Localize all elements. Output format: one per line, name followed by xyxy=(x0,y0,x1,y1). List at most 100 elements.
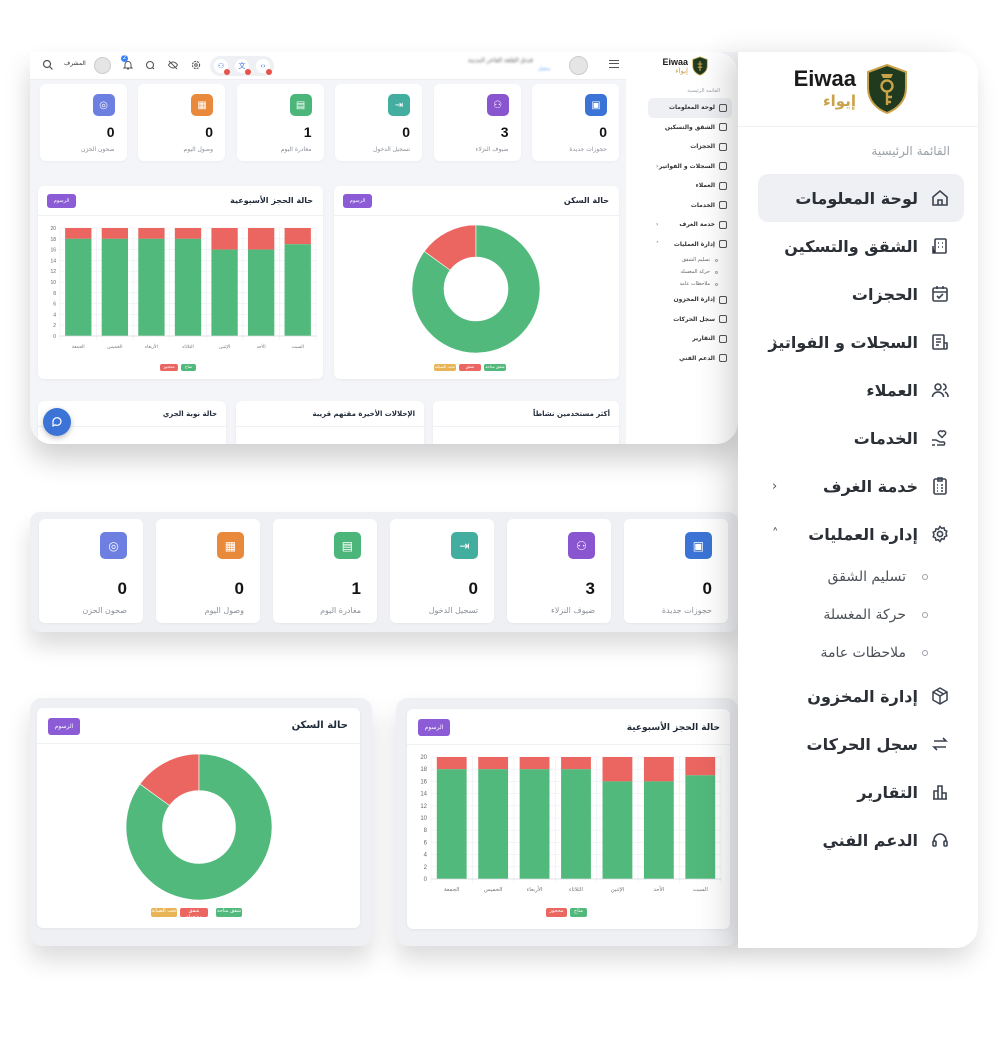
sidebar-item[interactable]: العملاء xyxy=(648,176,732,196)
sidebar-item[interactable]: السجلات و الفواتير ‹ xyxy=(648,157,732,177)
sidebar-item[interactable]: الدعم الفني xyxy=(648,349,732,369)
sidebar-subitem-label: حركة المغسلة xyxy=(680,269,710,275)
user-avatar[interactable] xyxy=(94,57,111,74)
sidebar-item-label: الدعم الفني xyxy=(822,830,918,850)
sidebar-subitem[interactable]: حركة المغسلة xyxy=(758,596,964,634)
sidebar-item[interactable]: الخدمات xyxy=(758,414,964,462)
sidebar-item[interactable]: الدعم الفني xyxy=(758,816,964,864)
code-icon[interactable]: ‹› xyxy=(256,59,272,75)
charts-button[interactable]: الرسوم xyxy=(48,718,80,735)
svg-text:8: 8 xyxy=(53,291,56,297)
headset-icon xyxy=(719,354,727,363)
chevron-icon[interactable]: ˄ xyxy=(656,240,659,248)
user-badge-icon[interactable]: ⚇ xyxy=(214,59,230,75)
sidebar-subitem[interactable]: ملاحظات عامة xyxy=(648,278,732,290)
chevron-left-icon[interactable]: ‹ xyxy=(772,334,778,350)
bell-icon[interactable] xyxy=(122,59,134,71)
eye-off-icon[interactable] xyxy=(167,59,179,71)
stat-value: 3 xyxy=(585,579,595,598)
sidebar-subitem[interactable]: تسليم الشقق xyxy=(758,558,964,596)
svg-text:الجمعة: الجمعة xyxy=(72,345,85,350)
stat-card: ▣ 0 حجوزات جديدة xyxy=(532,84,619,161)
sidebar-item[interactable]: إدارة العمليات ˄ xyxy=(648,235,732,255)
sidebar-subitem[interactable]: حركة المغسلة xyxy=(648,266,732,278)
svg-text:4: 4 xyxy=(53,312,56,318)
svg-text:20: 20 xyxy=(50,226,56,232)
sidebar-item-label: إدارة العمليات xyxy=(673,240,715,248)
stat-card: ▦ 0 وصول اليوم xyxy=(138,84,225,161)
refresh-icon[interactable] xyxy=(144,59,156,71)
sidebar-item[interactable]: الحجزات xyxy=(758,270,964,318)
sidebar-item[interactable]: إدارة المخزون xyxy=(648,290,732,310)
stats-strip: ▣ 0 حجوزات جديدة ⚇ 3 ضيوف النزلاء ⇥ 0 تسجيل الدخ… xyxy=(30,512,738,632)
svg-text:16: 16 xyxy=(50,248,56,254)
occupancy-card: حالة السكن الرسوم تحت الصيانة شقق مشغولة… xyxy=(334,186,619,379)
sidebar-item[interactable]: السجلات و الفواتير ‹ xyxy=(758,318,964,366)
menu-icon[interactable] xyxy=(609,60,619,68)
sidebar-item[interactable]: سجل الحركات xyxy=(758,720,964,768)
sidebar-subitem[interactable]: ملاحظات عامة xyxy=(758,634,964,672)
stat-label: ضيوف النزلاء xyxy=(475,146,509,153)
arrows-exchange-icon xyxy=(719,315,727,324)
sidebar-item-label: لوحة المعلومات xyxy=(669,104,715,112)
svg-text:14: 14 xyxy=(50,258,56,264)
charts-button[interactable]: الرسوم xyxy=(418,719,450,736)
charts-button[interactable]: الرسوم xyxy=(343,194,372,208)
stat-value: 3 xyxy=(500,124,509,140)
gear-icon xyxy=(719,240,727,249)
sidebar-item[interactable]: الشقق والتسكين xyxy=(758,222,964,270)
svg-text:6: 6 xyxy=(53,302,56,308)
gear-icon xyxy=(930,524,950,544)
stat-value: 0 xyxy=(205,124,213,140)
search-icon[interactable] xyxy=(42,59,54,71)
stat-label: تسجيل الدخول xyxy=(428,606,478,615)
svg-text:10: 10 xyxy=(50,280,56,286)
svg-text:الثلاثاء: الثلاثاء xyxy=(569,887,583,893)
sidebar-item-label: الحجزات xyxy=(690,143,715,151)
svg-text:12: 12 xyxy=(50,269,56,275)
translate-icon[interactable]: 文 xyxy=(235,59,251,75)
stat-card: ⇥ 0 تسجيل الدخول xyxy=(390,519,494,623)
svg-text:0: 0 xyxy=(53,334,56,340)
card-title: حالة السكن xyxy=(291,720,348,731)
sidebar-item[interactable]: الحجزات xyxy=(648,137,732,157)
chevron-left-icon[interactable]: ‹ xyxy=(772,478,778,494)
check-circle-icon: ◎ xyxy=(92,94,115,116)
box-icon xyxy=(930,686,950,706)
sidebar-item[interactable]: التقارير xyxy=(648,329,732,349)
sidebar-item[interactable]: إدارة العمليات ˄ xyxy=(758,510,964,558)
sidebar-item[interactable]: لوحة المعلومات xyxy=(648,98,732,118)
chevron-icon[interactable]: ‹ xyxy=(656,162,659,170)
svg-text:18: 18 xyxy=(420,767,427,773)
sidebar-item-label: خدمة الغرف xyxy=(679,221,715,229)
home-icon xyxy=(930,188,950,208)
sidebar-item[interactable]: العملاء xyxy=(758,366,964,414)
svg-text:6: 6 xyxy=(424,840,428,846)
settings-icon[interactable] xyxy=(190,59,202,71)
sidebar-item[interactable]: سجل الحركات xyxy=(648,310,732,330)
sidebar-item[interactable]: إدارة المخزون xyxy=(758,672,964,720)
shield-logo-icon xyxy=(692,56,708,76)
chevron-up-icon[interactable]: ˄ xyxy=(772,526,779,542)
chat-button[interactable] xyxy=(43,408,71,436)
sidebar-item[interactable]: خدمة الغرف ‹ xyxy=(758,462,964,510)
sidebar-subitem[interactable]: تسليم الشقق xyxy=(648,254,732,266)
sidebar-item-label: العملاء xyxy=(695,182,715,190)
invoice-icon xyxy=(930,332,950,352)
brand-name-ar: إيواء xyxy=(823,92,856,110)
sidebar-item[interactable]: الشقق والتسكين xyxy=(648,118,732,138)
sidebar-item[interactable]: الخدمات xyxy=(648,196,732,216)
top-bar: المشرف 2 ⚇ 文 ‹› فندق القلعة الفاخر المدي… xyxy=(30,52,626,80)
sidebar-item[interactable]: خدمة الغرف ‹ xyxy=(648,215,732,235)
chevron-icon[interactable]: ‹ xyxy=(656,221,659,229)
sidebar-item[interactable]: لوحة المعلومات xyxy=(758,174,964,222)
charts-button[interactable]: الرسوم xyxy=(47,194,76,208)
sidebar-subitem-label: تسليم الشقق xyxy=(827,569,906,585)
sidebar-item[interactable]: التقارير xyxy=(758,768,964,816)
svg-text:8: 8 xyxy=(424,828,428,834)
bullet-icon xyxy=(922,574,928,580)
svg-text:الثلاثاء: الثلاثاء xyxy=(182,345,193,350)
user-name[interactable]: المشرف xyxy=(64,60,86,67)
card-title: حالة الحجز الأسبوعية xyxy=(230,196,313,205)
sidebar-subitem-label: ملاحظات عامة xyxy=(679,281,710,287)
